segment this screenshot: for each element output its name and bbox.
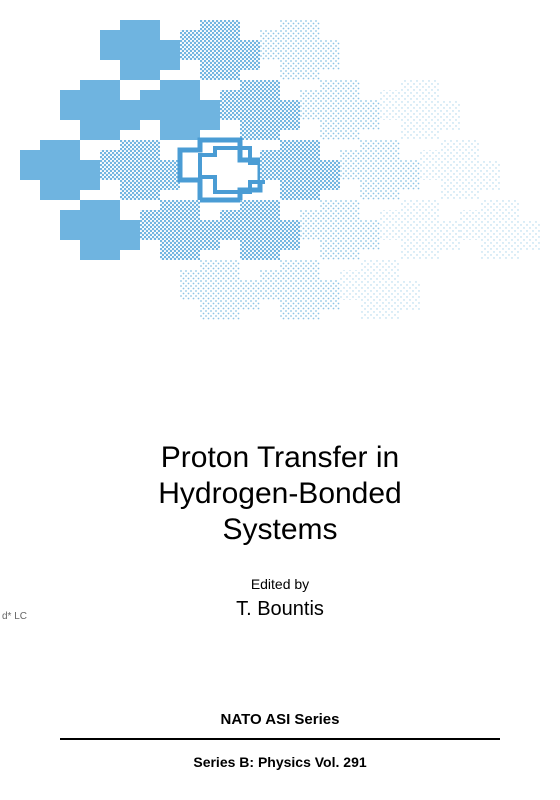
title-line-2: Hydrogen-Bonded (158, 477, 402, 510)
bottom-block: NATO ASI Series Series B: Physics Vol. 2… (60, 711, 500, 800)
title-line-3: Systems (222, 513, 337, 546)
editor-name: T. Bountis (236, 598, 324, 621)
series-info: Series B: Physics Vol. 291 (60, 740, 500, 800)
nato-series-label: NATO ASI Series (60, 711, 500, 738)
title-line-1: Proton Transfer in (161, 441, 399, 474)
book-title: Proton Transfer in Hydrogen-Bonded Syste… (158, 440, 402, 548)
puzzle-pattern-svg (0, 0, 560, 360)
book-cover: Proton Transfer in Hydrogen-Bonded Syste… (0, 0, 560, 800)
cover-graphic (0, 0, 560, 360)
text-area: Proton Transfer in Hydrogen-Bonded Syste… (0, 360, 560, 800)
edited-by-label: Edited by (251, 576, 309, 592)
corner-mark: d* LC (2, 612, 27, 622)
